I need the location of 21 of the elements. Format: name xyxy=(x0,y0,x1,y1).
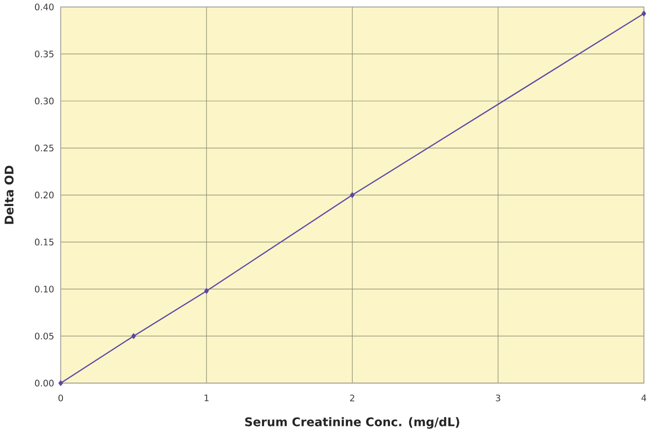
x-axis-title: Serum Creatinine Conc. (mg/dL) xyxy=(245,417,460,429)
point xyxy=(58,380,63,386)
x-tick-label: 4 xyxy=(641,394,646,402)
y-tick-label: 0.30 xyxy=(34,98,54,104)
y-tick-label: 0.00 xyxy=(34,380,54,386)
y-tick-label: 0.20 xyxy=(34,192,54,198)
y-tick-label: 0.10 xyxy=(34,286,54,292)
y-tick-label: 0.15 xyxy=(34,238,54,246)
x-tick-label: 0 xyxy=(58,394,63,402)
x-tick-label: 1 xyxy=(204,394,209,402)
point xyxy=(204,288,209,294)
point xyxy=(350,192,355,198)
y-tick-label: 0.35 xyxy=(34,50,54,58)
x-tick-label: 3 xyxy=(496,394,500,402)
y-tick-label: 0.25 xyxy=(34,144,54,152)
point xyxy=(642,10,646,16)
y-tick-label: 0.40 xyxy=(34,4,54,10)
point xyxy=(131,333,136,339)
y-tick-label: 0.05 xyxy=(34,332,54,340)
y-axis-title: Delta OD xyxy=(4,166,14,224)
x-tick-label: 2 xyxy=(350,394,354,402)
